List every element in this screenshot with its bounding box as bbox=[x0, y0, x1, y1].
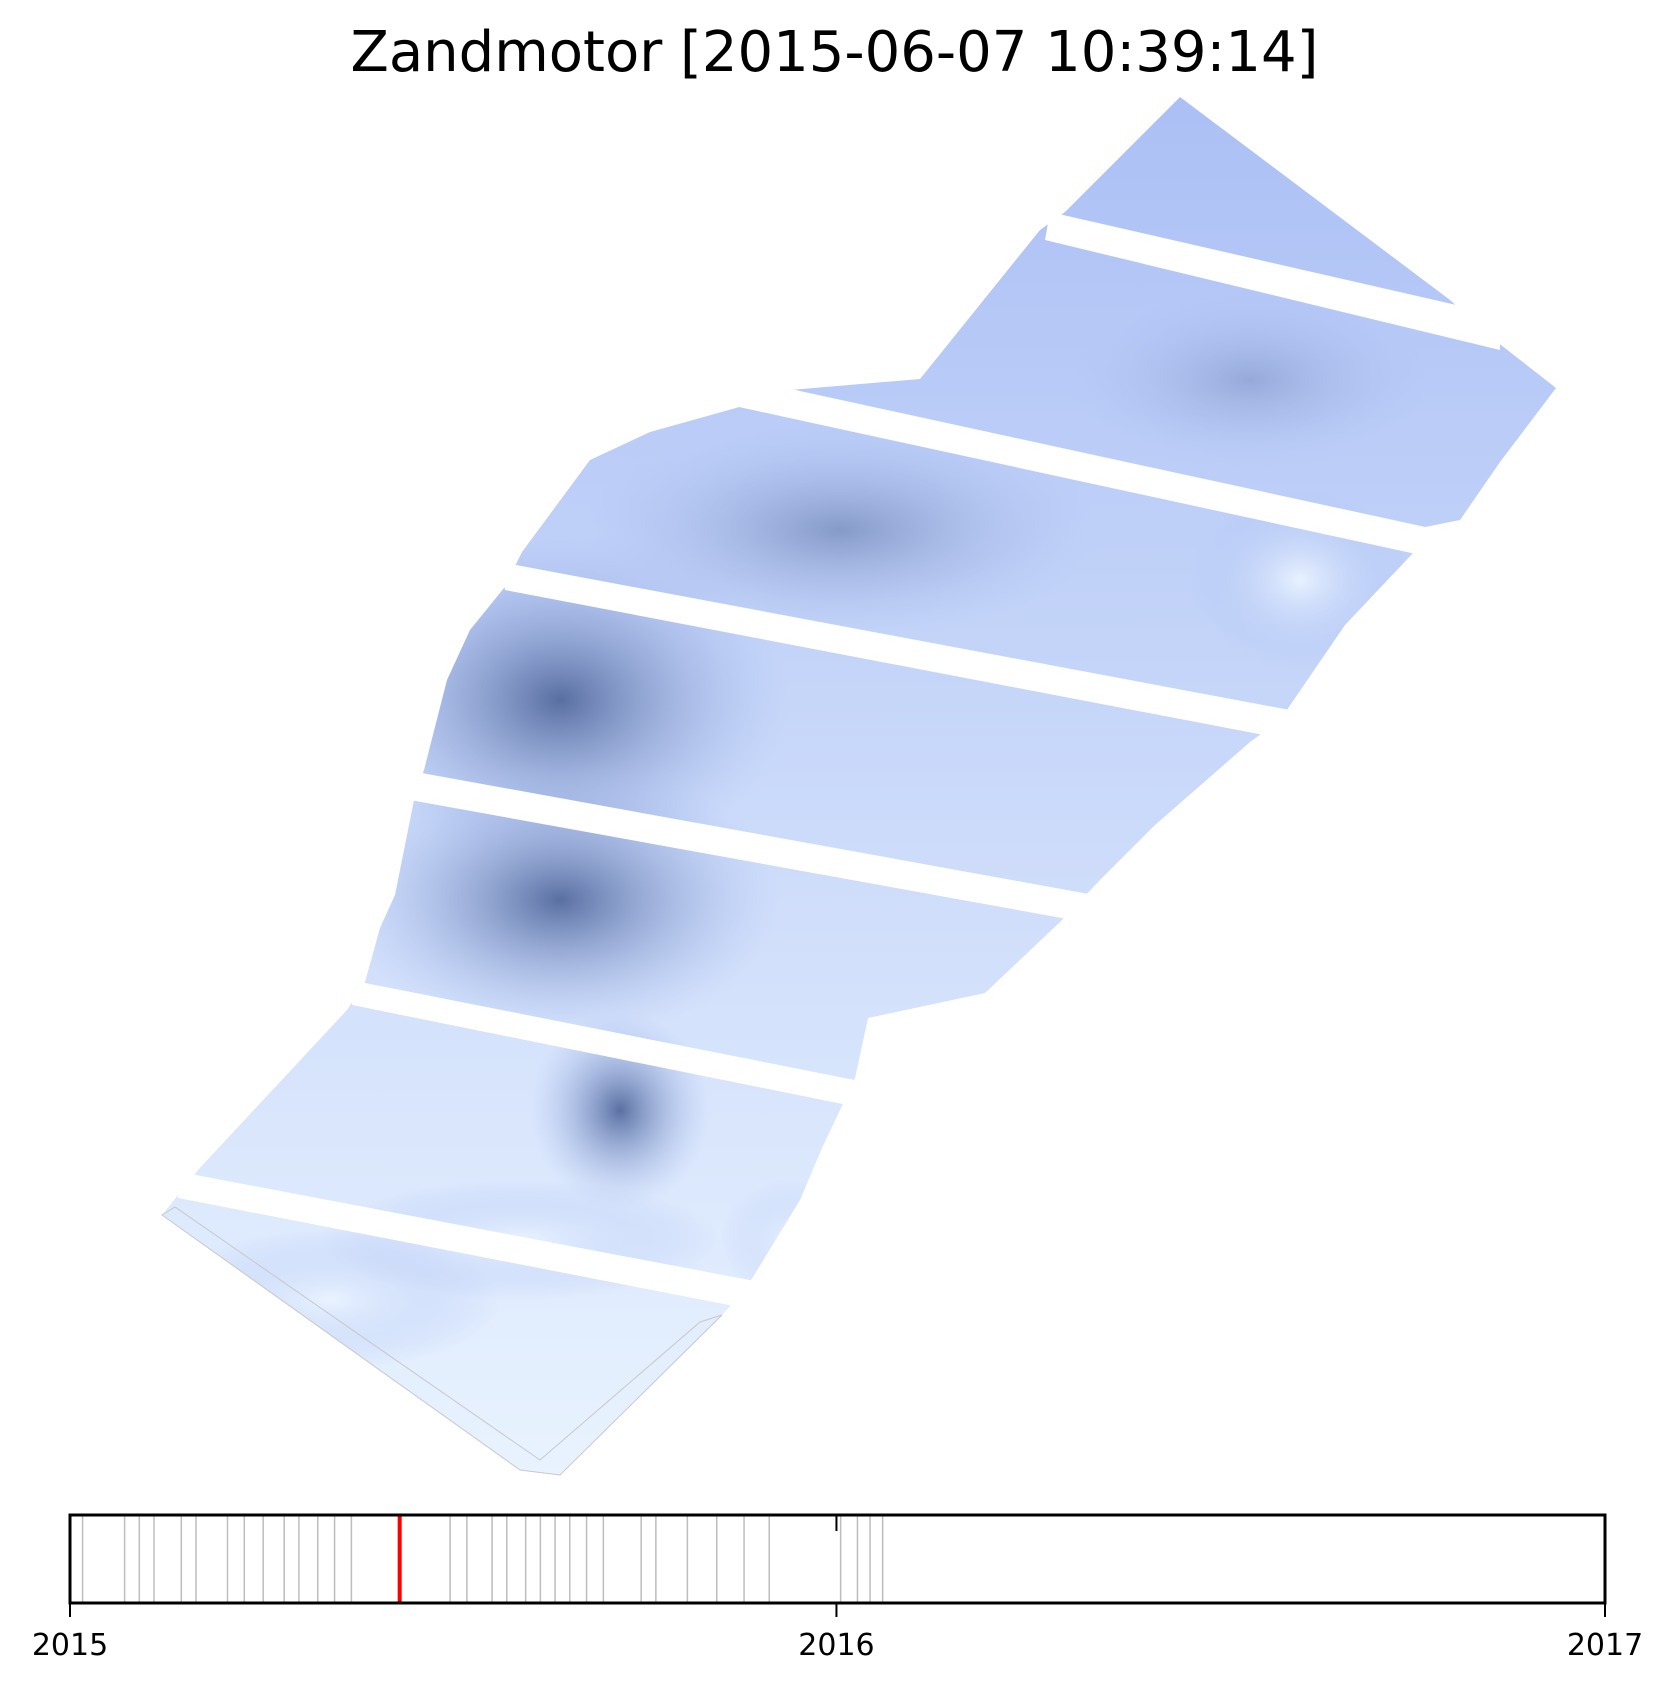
survey-markers bbox=[81, 1516, 884, 1602]
tick-label: 2016 bbox=[798, 1628, 874, 1663]
survey-outline-south bbox=[161, 1206, 723, 1476]
strip-gap-5 bbox=[350, 980, 865, 1108]
base-shade bbox=[162, 97, 1556, 1475]
strip-gap-4 bbox=[405, 770, 1100, 924]
strip-gap-6 bbox=[178, 1172, 760, 1310]
timeline: 2015 2016 2017 bbox=[32, 1513, 1643, 1663]
chart-title: Zandmotor [2015-06-07 10:39:14] bbox=[350, 20, 1319, 85]
timeline-frame bbox=[68, 1513, 1607, 1605]
strip-gap-3 bbox=[500, 562, 1290, 740]
tick-label: 2015 bbox=[32, 1628, 108, 1663]
deep-area-top bbox=[580, 420, 1100, 640]
bathymetry-surface bbox=[162, 97, 1556, 1475]
timeline-border bbox=[68, 1513, 1607, 1605]
strip-gap-1 bbox=[1045, 212, 1500, 350]
survey-gaps bbox=[178, 212, 1500, 1310]
strip-gap-2 bbox=[725, 378, 1430, 556]
bathymetry-map bbox=[161, 97, 1556, 1476]
timeline-ticks: 2015 2016 2017 bbox=[32, 1516, 1643, 1663]
tick-label: 2017 bbox=[1567, 1628, 1643, 1663]
deep-area-ne bbox=[1070, 290, 1430, 470]
